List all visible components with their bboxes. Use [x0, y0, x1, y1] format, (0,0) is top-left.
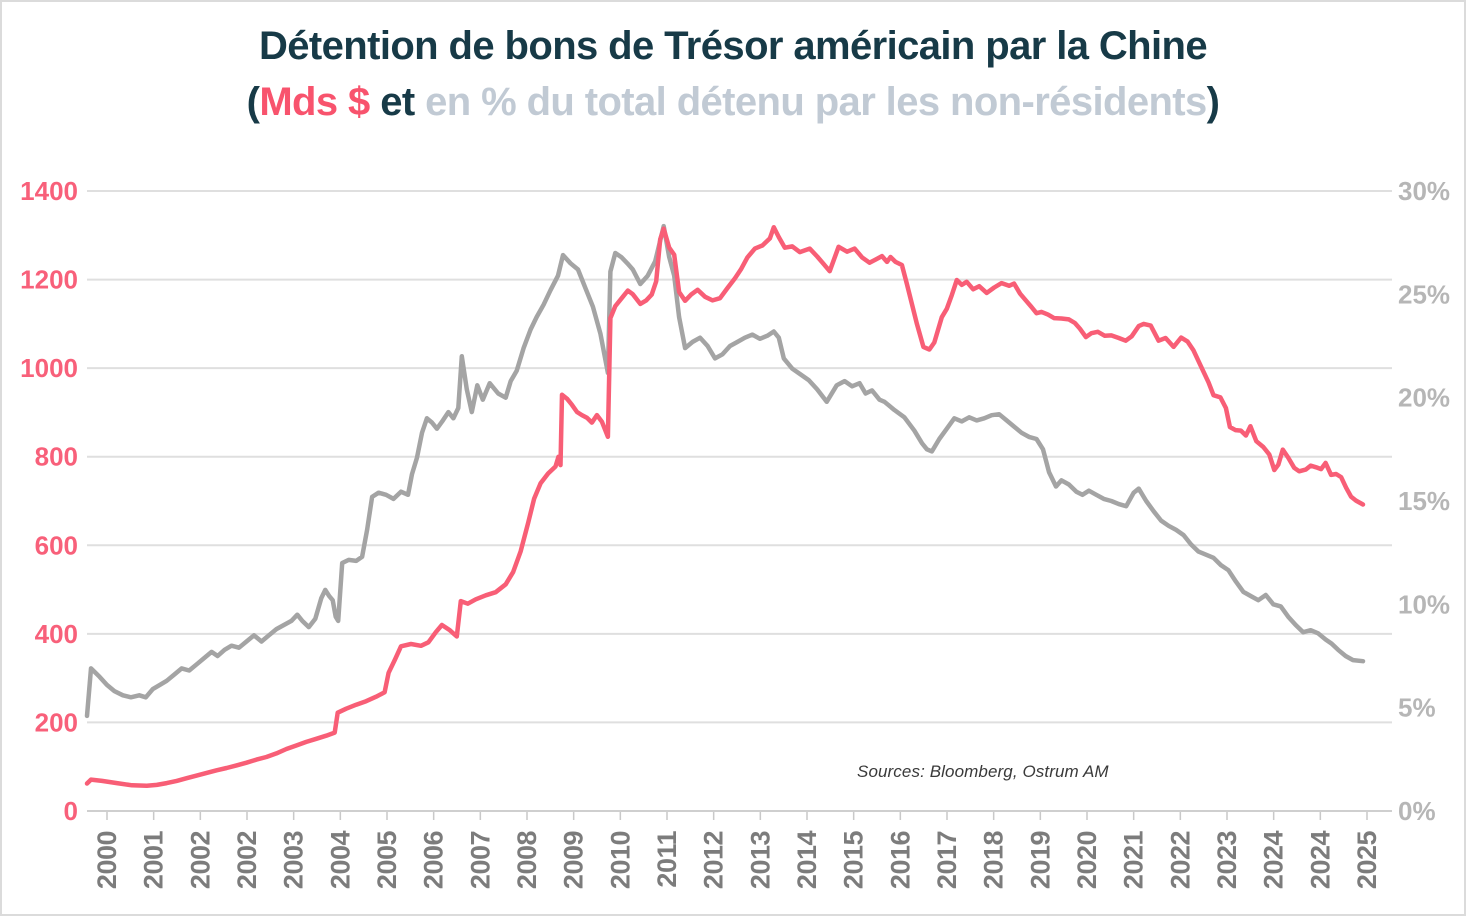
y-right-tick-label: 5% [1398, 693, 1436, 723]
y-left-tick-label: 1000 [20, 353, 78, 383]
x-tick-label: 2025 [1352, 831, 1382, 890]
x-tick-label: 2014 [792, 831, 822, 890]
x-tick-label: 2013 [745, 831, 775, 890]
x-tick-label: 2020 [1072, 831, 1102, 889]
y-left-tick-label: 800 [35, 442, 78, 472]
x-tick-label: 2022 [1165, 831, 1195, 889]
chart-title: Détention de bons de Trésor américain pa… [258, 24, 1208, 68]
subtitle-paren-close: ) [1206, 80, 1220, 124]
x-tick-label: 2009 [559, 831, 589, 890]
x-tick-label: 2002 [232, 831, 262, 889]
x-tick-label: 2015 [839, 831, 869, 890]
y-right-tick-label: 25% [1398, 279, 1450, 309]
x-tick-label: 2000 [92, 831, 122, 889]
holdings-line [84, 225, 1366, 789]
y-left-tick-label: 600 [35, 530, 78, 560]
y-left-tick-label: 0 [64, 796, 78, 826]
x-tick-label: 2024 [1259, 831, 1289, 890]
x-tick-label: 2011 [652, 831, 682, 888]
subtitle-mds-dollar: Mds $ [259, 80, 370, 124]
x-tick-label: 2023 [1212, 831, 1242, 890]
subtitle-et: et [369, 80, 426, 124]
x-tick-label: 2005 [372, 831, 402, 890]
x-tick-label: 2017 [932, 831, 962, 889]
x-tick-label: 2007 [465, 831, 495, 889]
share-line [84, 223, 1366, 719]
y-right-tick-label: 15% [1398, 486, 1450, 516]
y-right-tick-label: 20% [1398, 383, 1450, 413]
y-right-tick-label: 10% [1398, 589, 1450, 619]
x-tick-label: 2016 [885, 831, 915, 890]
chart-header: Détention de bons de Trésor américain pa… [2, 22, 1464, 126]
x-tick-label: 2021 [1119, 831, 1149, 890]
x-tick-label: 2008 [512, 831, 542, 890]
x-tick-label: 2012 [699, 831, 729, 889]
x-tick-label: 2003 [279, 831, 309, 890]
y-right-tick-label: 30% [1398, 176, 1450, 206]
source-note: Sources: Bloomberg, Ostrum AM [857, 762, 1109, 781]
x-tick-label: 2024 [1305, 831, 1335, 890]
chart-subtitle: (Mds $ et en % du total détenu par les n… [2, 78, 1464, 126]
x-tick-label: 2018 [979, 831, 1009, 890]
x-tick-label: 2002 [185, 831, 215, 889]
x-tick-label: 2006 [419, 831, 449, 890]
y-left-tick-label: 400 [35, 619, 78, 649]
subtitle-percent-text: en % du total détenu par les non-résiden… [425, 80, 1207, 124]
x-tick-label: 2019 [1025, 831, 1055, 890]
y-right-tick-label: 0% [1398, 796, 1436, 826]
y-left-tick-label: 200 [35, 707, 78, 737]
y-left-tick-label: 1400 [20, 176, 78, 206]
x-tick-label: 2001 [139, 831, 169, 890]
x-tick-label: 2010 [605, 831, 635, 889]
y-left-tick-label: 1200 [20, 265, 78, 295]
subtitle-paren-open: ( [246, 80, 260, 124]
x-tick-label: 2004 [325, 831, 355, 890]
